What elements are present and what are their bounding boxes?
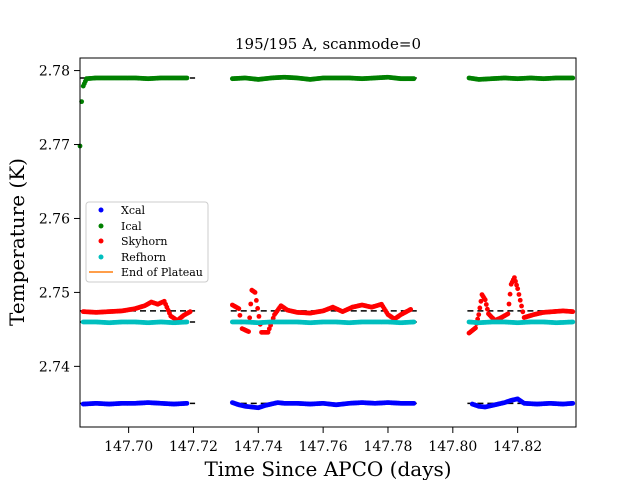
x-tick-label: 147.72 [169,439,218,455]
data-point-skyhorn [236,306,242,312]
plot-frame [79,57,577,428]
data-point-skyhorn [473,325,478,331]
y-axis-ticks: 2.74 2.75 2.76 2.77 2.78 [39,64,80,375]
data-point-skyhorn [248,301,254,307]
data-point-refhorn [570,319,576,325]
data-point-skyhorn [506,301,512,307]
data-point-xcal [570,400,576,406]
x-tick-label: 147.74 [234,439,283,455]
data-point-skyhorn [237,312,243,318]
data-point-skyhorn [517,297,523,303]
legend-marker-xcal [98,207,104,213]
x-tick-label: 147.76 [299,439,348,455]
data-point-ical [184,75,190,81]
series-ical [77,74,576,149]
x-tick-label: 147.78 [363,439,412,455]
y-tick-label: 2.74 [39,359,70,375]
legend-marker-ical [98,223,104,229]
legend-label-ical: Ical [121,220,142,233]
data-point-refhorn [184,319,190,325]
data-point-skyhorn [520,309,526,315]
data-point-skyhorn [187,309,193,315]
data-point-skyhorn [247,315,253,321]
data-point-skyhorn [482,297,488,303]
x-tick-label: 147.80 [428,439,477,455]
data-point-skyhorn [514,282,519,288]
data-point-skyhorn [505,311,511,317]
y-tick-label: 2.76 [39,211,70,227]
legend-label-refhorn: Refhorn [121,251,166,264]
series-skyhorn [80,275,576,336]
data-point-skyhorn [256,313,262,319]
data-point-skyhorn [570,309,576,315]
data-point-skyhorn [476,312,482,317]
x-axis-label: Time Since APCO (days) [204,457,451,480]
y-axis-label: Temperature (K) [5,158,29,326]
legend-label-xcal: Xcal [121,204,146,217]
data-point-xcal [184,400,190,406]
data-point-skyhorn [512,275,517,281]
x-tick-label: 147.82 [493,439,542,455]
data-point-skyhorn [483,302,489,307]
data-point-skyhorn [516,292,522,297]
y-tick-label: 2.77 [39,138,70,154]
data-point-ical [570,75,576,81]
data-point-refhorn [411,319,417,325]
data-point-skyhorn [253,298,259,303]
legend-box [85,201,209,283]
legend-marker-skyhorn [98,238,104,244]
legend-label-end-of-plateau: End of Plateau [121,266,203,279]
y-tick-label: 2.75 [39,285,70,301]
data-point-xcal [411,400,417,406]
series-xcal [80,396,576,411]
legend-label-skyhorn: Skyhorn [121,235,167,248]
data-point-skyhorn [477,305,483,311]
data-point-skyhorn [519,303,524,309]
data-point-skyhorn [246,329,251,335]
data-point-skyhorn [513,278,518,284]
data-points [77,74,576,411]
x-axis-ticks: 147.70 147.72 147.74 147.76 147.78 147.80 147.… [104,427,542,455]
data-point-skyhorn [515,286,521,292]
data-point-skyhorn [507,291,513,297]
data-point-ical [411,76,417,82]
data-point-skyhorn [252,290,258,295]
data-point-skyhorn [408,307,414,312]
y-tick-label: 2.78 [39,64,70,80]
chart-title: 195/195 A, scanmode=0 [235,35,421,53]
x-tick-label: 147.70 [104,439,153,455]
legend: Xcal Ical Skyhorn Refhorn End of Plateau [85,201,209,283]
data-point-skyhorn [484,306,490,312]
data-point-skyhorn [478,298,484,304]
series-refhorn [80,319,576,326]
data-point-skyhorn [255,305,261,311]
legend-marker-refhorn [98,254,104,260]
